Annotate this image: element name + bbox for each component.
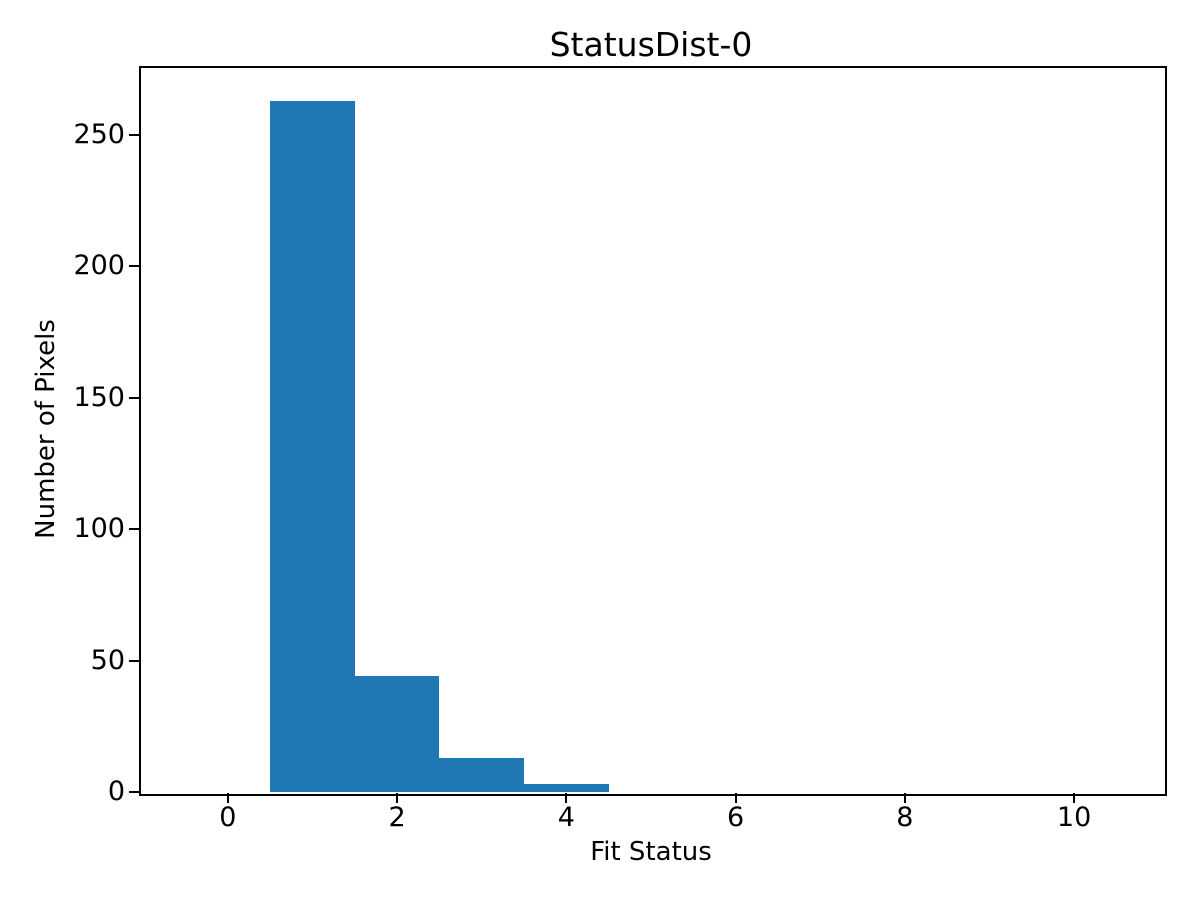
- y-tick-label: 100: [73, 513, 125, 545]
- y-tick-label: 50: [90, 644, 125, 676]
- x-tick-label: 0: [219, 802, 237, 833]
- y-tick-mark: [129, 133, 139, 136]
- x-tick-mark: [565, 793, 568, 803]
- y-tick-label: 250: [73, 118, 125, 150]
- x-tick-mark: [396, 793, 399, 803]
- histogram-bars-layer: [139, 66, 1163, 792]
- y-axis-label: Number of Pixels: [31, 319, 61, 539]
- x-tick-mark: [903, 793, 906, 803]
- y-tick-mark: [129, 265, 139, 268]
- y-tick-mark: [129, 396, 139, 399]
- x-tick-mark: [734, 793, 737, 803]
- x-tick-label: 8: [896, 802, 914, 833]
- y-tick-mark: [129, 528, 139, 531]
- histogram-bar: [270, 100, 355, 792]
- y-tick-label: 200: [73, 250, 125, 282]
- histogram-bar: [354, 676, 440, 792]
- histogram-bar: [439, 757, 524, 792]
- x-tick-label: 10: [1056, 802, 1092, 833]
- x-tick-label: 6: [727, 802, 745, 833]
- chart-title: StatusDist-0: [549, 25, 753, 64]
- x-axis-label: Fit Status: [590, 837, 712, 867]
- histogram-bar: [524, 784, 609, 792]
- y-tick-label: 150: [73, 381, 125, 413]
- x-tick-label: 4: [557, 802, 575, 833]
- y-tick-label: 0: [107, 776, 125, 807]
- x-tick-mark: [1073, 793, 1076, 803]
- y-tick-mark: [129, 659, 139, 662]
- y-tick-mark: [129, 791, 139, 793]
- x-tick-mark: [226, 793, 229, 803]
- x-tick-label: 2: [388, 802, 406, 833]
